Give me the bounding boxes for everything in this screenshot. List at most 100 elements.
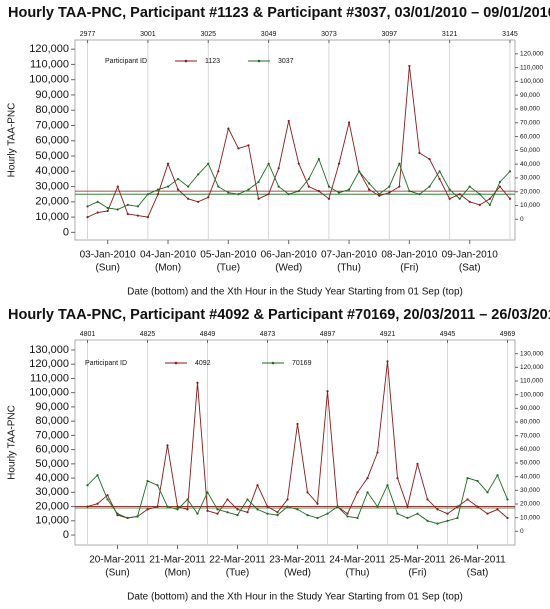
point — [156, 193, 160, 196]
x-tick-day: (Thu) — [337, 263, 361, 274]
point — [187, 185, 190, 188]
point — [247, 188, 250, 191]
point — [166, 162, 170, 165]
y-tick-label: 70,000 — [35, 429, 69, 441]
y-tick-label: 40,000 — [35, 472, 69, 484]
y-tick-label: 80,000 — [35, 104, 69, 116]
x-tick-label: 05-Jan-2010 — [200, 250, 257, 261]
point — [286, 498, 289, 501]
x-tick-label: 22-Mar-2011 — [209, 555, 266, 566]
point — [366, 491, 369, 494]
series-line — [87, 157, 511, 210]
point — [388, 191, 391, 194]
point — [236, 508, 239, 511]
point — [166, 505, 169, 508]
point — [126, 203, 129, 206]
point — [486, 512, 489, 515]
point — [227, 191, 230, 194]
y2-tick-label: 10,000 — [520, 202, 540, 209]
point — [156, 505, 159, 508]
point — [307, 177, 310, 181]
legend-label: 3037 — [278, 58, 294, 65]
point — [176, 505, 179, 508]
point — [197, 173, 200, 176]
point — [186, 508, 189, 511]
x-tick-day: (Sat) — [459, 263, 481, 274]
series-line — [87, 361, 508, 519]
point — [466, 498, 469, 501]
x-tick-day: (Mon) — [164, 568, 190, 579]
x2-tick-label: 4825 — [140, 331, 156, 338]
point — [146, 193, 150, 196]
y-tick-label: 90,000 — [35, 89, 69, 101]
y-tick-label: 80,000 — [35, 415, 69, 427]
point — [466, 476, 469, 480]
y2-tick-label: 20,000 — [520, 188, 540, 195]
y2-tick-label: 50,000 — [520, 460, 540, 467]
point — [216, 508, 219, 511]
point — [347, 121, 351, 124]
point — [368, 188, 371, 191]
point — [156, 484, 159, 487]
point — [197, 200, 200, 203]
point — [316, 502, 319, 505]
point — [247, 144, 250, 147]
point — [276, 514, 279, 517]
point — [496, 508, 499, 511]
point — [506, 498, 509, 501]
point — [428, 185, 431, 188]
point — [116, 512, 119, 515]
point — [86, 205, 89, 208]
y2-tick-label: 100,000 — [520, 391, 544, 398]
x2-tick-label: 3049 — [261, 31, 277, 38]
point — [196, 512, 199, 515]
point — [438, 177, 441, 181]
legend-title: Participant ID — [85, 360, 127, 367]
point — [306, 491, 309, 494]
point — [166, 185, 170, 188]
y2-tick-label: 0 — [520, 528, 524, 535]
point — [146, 508, 149, 511]
point — [296, 508, 299, 511]
y-tick-label: 40,000 — [35, 165, 69, 177]
legend-title: Participant ID — [105, 58, 147, 65]
point — [378, 193, 381, 196]
x2-tick-label: 4801 — [80, 331, 96, 338]
point — [408, 64, 411, 68]
point — [396, 512, 399, 515]
x-tick-day: (Sun) — [95, 263, 119, 274]
y-tick-label: 50,000 — [35, 458, 69, 470]
x-tick-day: (Mon) — [155, 263, 181, 274]
x-tick-day: (Fri) — [408, 568, 426, 579]
point — [418, 151, 421, 155]
plot-frame — [74, 339, 516, 546]
point — [337, 191, 341, 194]
x-tick-label: 26-Mar-2011 — [449, 555, 506, 566]
point — [126, 212, 129, 216]
point — [478, 203, 481, 206]
x-tick-day: (Sun) — [105, 568, 129, 579]
point — [276, 511, 279, 514]
x-axis-label: Date (bottom) and the Xth Hour in the St… — [127, 592, 463, 603]
point — [366, 476, 369, 480]
point — [446, 519, 449, 522]
y2-tick-label: 20,000 — [520, 501, 540, 508]
point — [86, 215, 89, 219]
legend-marker — [184, 59, 188, 63]
point — [297, 162, 300, 165]
point — [176, 508, 179, 511]
y-tick-label: 120,000 — [29, 358, 69, 370]
y-axis-label: Hourly TAA-PNC — [7, 103, 18, 178]
x-tick-label: 21-Mar-2011 — [149, 555, 206, 566]
legend-marker — [174, 361, 178, 365]
point — [216, 512, 219, 515]
y2-tick-label: 40,000 — [520, 473, 540, 480]
point — [406, 516, 409, 520]
x2-tick-label: 4921 — [380, 331, 396, 338]
x2-tick-label: 4849 — [200, 331, 216, 338]
x2-tick-label: 3121 — [442, 31, 458, 38]
point — [186, 498, 189, 501]
y-tick-label: 0 — [63, 529, 69, 541]
point — [96, 502, 99, 505]
y-tick-label: 0 — [63, 226, 69, 238]
